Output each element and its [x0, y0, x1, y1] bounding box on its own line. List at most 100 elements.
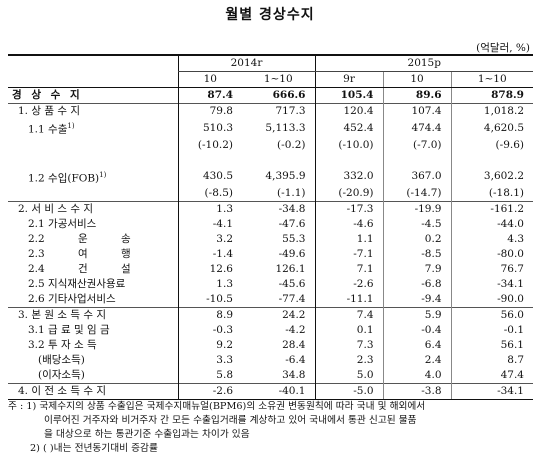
cell-value: 4.0	[382, 368, 452, 384]
footnotes: 주 : 1) 국제수지의 상품 수출입은 국제수지매뉴얼(BPM6)의 소유권 …	[8, 400, 533, 456]
cell-value: 1.1	[314, 232, 383, 247]
table-row: 2.6 기타사업서비스 -10.5 -77.4 -11.1 -9.4 -90.0	[8, 292, 533, 308]
cell-value	[177, 152, 242, 168]
cell-value	[314, 152, 383, 168]
unit-label: (억달러, %)	[476, 42, 530, 54]
cell-value	[382, 152, 452, 168]
table-row: 2. 서 비 스 수 지 1.3 -34.8 -17.3 -19.9 -161.2	[8, 201, 533, 217]
year-2015-header: 2015p	[314, 54, 533, 72]
cell-value: -34.1	[497, 278, 524, 290]
cell-value: 55.3	[282, 233, 306, 245]
row-label: 1.2 수입(FOB)1)	[8, 168, 178, 187]
cell-value: 24.2	[242, 307, 315, 323]
row-label-text: 4. 이 전 소 득 수 지	[18, 385, 107, 397]
cell-value	[451, 153, 533, 168]
cell-value: -11.1	[314, 292, 383, 308]
col-2014-1-10: 1~10	[242, 71, 315, 88]
current-account-table: 2014r 2015p 10 1~10 9r 10 1~10 경 상 수 지 87…	[8, 54, 533, 400]
cell-value: -9.4	[382, 292, 452, 308]
row-label-text: (이자소득)	[38, 369, 85, 381]
cell-value: 2.4	[382, 353, 452, 368]
cell-value: 89.6	[382, 87, 452, 104]
cell-value: -4.5	[382, 217, 452, 232]
cell-value: 3,602.2	[483, 170, 524, 183]
row-label-text: 2.1 가공서비스	[28, 218, 97, 230]
cell-value: 430.5	[177, 167, 242, 186]
footnote-1-line2: 이루어진 거주자와 비거주자 간 모든 수출입거래를 계상하고 있어 국내에서 …	[44, 415, 417, 426]
cell-value: 76.7	[500, 263, 524, 275]
cell-value: -3.8	[382, 383, 452, 400]
cell-value: 474.4	[382, 119, 452, 138]
cell-value: -1.4	[177, 247, 242, 262]
row-label: 3. 본 원 소 득 수 지	[8, 307, 178, 323]
row-label	[8, 186, 178, 202]
row-label: 2.1 가공서비스	[8, 217, 178, 232]
cell-value: (-14.7)	[382, 186, 452, 202]
cell-value: 4.3	[507, 233, 524, 245]
cell-value: 126.1	[275, 263, 306, 275]
cell-value: -5.0	[314, 383, 383, 400]
table-row: (배당소득) 3.3 -6.4 2.3 2.4 8.7	[8, 353, 533, 368]
cell-value: -4.2	[285, 324, 306, 336]
row-label-text: 2.2 운 송	[28, 233, 131, 245]
cell-value: (-20.9)	[314, 186, 383, 202]
table-row: 경 상 수 지 87.4 666.6 105.4 89.6 878.9	[8, 87, 533, 104]
cell-value: 6.4	[382, 338, 452, 353]
footnote-marker: 1)	[99, 170, 107, 179]
col-2015-9r: 9r	[314, 71, 383, 88]
col-2015-1-10: 1~10	[451, 71, 533, 88]
cell-value: 1,018.2	[451, 103, 533, 119]
cell-value: (-9.6)	[495, 138, 524, 151]
cell-value: 47.4	[500, 369, 524, 381]
header-blank	[8, 71, 178, 88]
cell-value: 120.4	[314, 103, 383, 119]
cell-value: -34.1	[451, 383, 533, 400]
cell-value: 5,113.3	[265, 121, 306, 134]
cell-value: 28.4	[282, 339, 306, 351]
cell-value: 7.4	[314, 307, 383, 323]
cell-value: -49.6	[278, 248, 306, 260]
cell-value: 12.6	[177, 262, 242, 277]
cell-value: -7.1	[314, 247, 383, 262]
cell-value: (-1.1)	[277, 187, 306, 199]
table-row: 3.2 투 자 소 득 9.2 28.4 7.3 6.4 56.1	[8, 338, 533, 353]
cell-value: -34.8	[242, 201, 315, 217]
cell-value: -161.2	[451, 201, 533, 217]
table-row: 2.1 가공서비스 -4.1 -47.6 -4.6 -4.5 -44.0	[8, 217, 533, 232]
row-label	[8, 138, 178, 153]
cell-value: 4,395.9	[265, 170, 306, 183]
row-label: 경 상 수 지	[8, 87, 178, 104]
row-label: 2.3 여 행	[8, 247, 178, 262]
table-row: 2.4 건 설 12.6 126.1 7.1 7.9 76.7	[8, 262, 533, 277]
cell-value: -77.4	[278, 293, 306, 305]
cell-value: 7.3	[314, 338, 383, 353]
row-label: 4. 이 전 소 득 수 지	[8, 383, 178, 400]
cell-value: -4.6	[314, 217, 383, 232]
table-row: 3. 본 원 소 득 수 지 8.9 24.2 7.4 5.9 56.0	[8, 307, 533, 323]
table-row: 1.1 수출1) 510.3 5,113.3 452.4 474.4 4,620.5	[8, 119, 533, 138]
cell-value: 332.0	[314, 167, 383, 186]
cell-value: -6.8	[382, 277, 452, 292]
table-row: 3.1 급 료 및 임 금 -0.3 -4.2 0.1 -0.4 -0.1	[8, 323, 533, 338]
table-row: 1. 상 품 수 지 79.8 717.3 120.4 107.4 1,018.2	[8, 103, 533, 119]
row-label-text: 1. 상 품 수 지	[18, 105, 81, 117]
footnote-1-line3: 을 대상으로 하는 통관기준 수출입과는 차이가 있음	[44, 429, 250, 440]
cell-value: -10.5	[177, 292, 242, 308]
row-label-text: (배당소득)	[38, 354, 85, 366]
row-label: (배당소득)	[8, 353, 178, 368]
cell-value: 0.1	[314, 323, 383, 338]
footnote-2: 2) ( )내는 전년동기대비 증감률	[30, 443, 158, 454]
cell-value: 367.0	[382, 167, 452, 186]
cell-value: (-10.2)	[177, 137, 242, 153]
cell-value: (-10.0)	[314, 137, 383, 153]
footnote-marker: 1)	[67, 122, 75, 130]
cell-value: -80.0	[497, 248, 524, 260]
cell-value: 3.2	[177, 232, 242, 247]
cell-value: 8.7	[507, 354, 524, 366]
row-label: 1. 상 품 수 지	[8, 103, 178, 119]
cell-value: 1.3	[177, 201, 242, 217]
cell-value: (-18.1)	[488, 187, 524, 199]
row-label: 2.4 건 설	[8, 262, 178, 277]
cell-value: 105.4	[314, 87, 383, 104]
cell-value: -2.6	[314, 277, 383, 292]
